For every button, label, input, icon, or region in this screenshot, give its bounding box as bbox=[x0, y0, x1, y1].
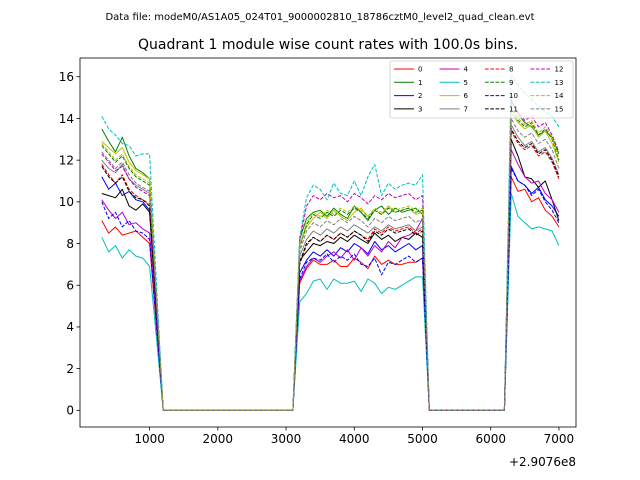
x-tick-label: 4000 bbox=[339, 432, 370, 446]
legend-label-14: 14 bbox=[555, 92, 564, 100]
y-tick-label: 4 bbox=[66, 320, 74, 334]
y-tick-label: 16 bbox=[59, 70, 74, 84]
y-tick-label: 10 bbox=[59, 195, 74, 209]
x-tick-label: 6000 bbox=[475, 432, 506, 446]
legend-label-3: 3 bbox=[418, 105, 422, 113]
axes-frame bbox=[79, 57, 577, 428]
x-tick-label: 5000 bbox=[407, 432, 438, 446]
y-tick-label: 8 bbox=[66, 237, 74, 251]
series-line-15 bbox=[101, 118, 560, 411]
plot-series-group bbox=[101, 74, 560, 411]
legend-label-8: 8 bbox=[509, 66, 513, 74]
x-tick-label: 1000 bbox=[134, 432, 165, 446]
legend-label-13: 13 bbox=[555, 79, 564, 87]
legend-label-1: 1 bbox=[418, 79, 422, 87]
legend-label-10: 10 bbox=[509, 92, 518, 100]
legend-label-7: 7 bbox=[464, 105, 468, 113]
legend-label-9: 9 bbox=[509, 79, 513, 87]
chart-title: Quadrant 1 module wise count rates with … bbox=[138, 37, 518, 53]
x-tick-label: 2000 bbox=[203, 432, 234, 446]
y-tick-label: 14 bbox=[59, 112, 74, 126]
legend-label-4: 4 bbox=[464, 66, 469, 74]
x-offset-label: +2.9076e8 bbox=[509, 455, 576, 469]
y-tick-label: 6 bbox=[66, 279, 74, 293]
legend-label-15: 15 bbox=[555, 105, 564, 113]
x-tick-label: 7000 bbox=[544, 432, 575, 446]
y-tick-label: 2 bbox=[66, 362, 74, 376]
legend-label-12: 12 bbox=[555, 66, 564, 74]
legend-label-0: 0 bbox=[418, 66, 422, 74]
figure-suptitle: Data file: modeM0/AS1A05_024T01_90000028… bbox=[105, 12, 534, 23]
y-tick-label: 12 bbox=[59, 153, 74, 167]
legend-label-5: 5 bbox=[464, 79, 468, 87]
legend-frame bbox=[389, 60, 574, 119]
legend-label-11: 11 bbox=[509, 105, 518, 113]
legend-label-2: 2 bbox=[418, 92, 422, 100]
legend-label-6: 6 bbox=[464, 92, 469, 100]
axes-group: 1000 2000 3000 4000 5000 6000 7000024681012141… bbox=[59, 57, 577, 446]
x-tick-label: 3000 bbox=[271, 432, 302, 446]
y-tick-label: 0 bbox=[66, 404, 74, 418]
series-line-12 bbox=[101, 101, 560, 411]
